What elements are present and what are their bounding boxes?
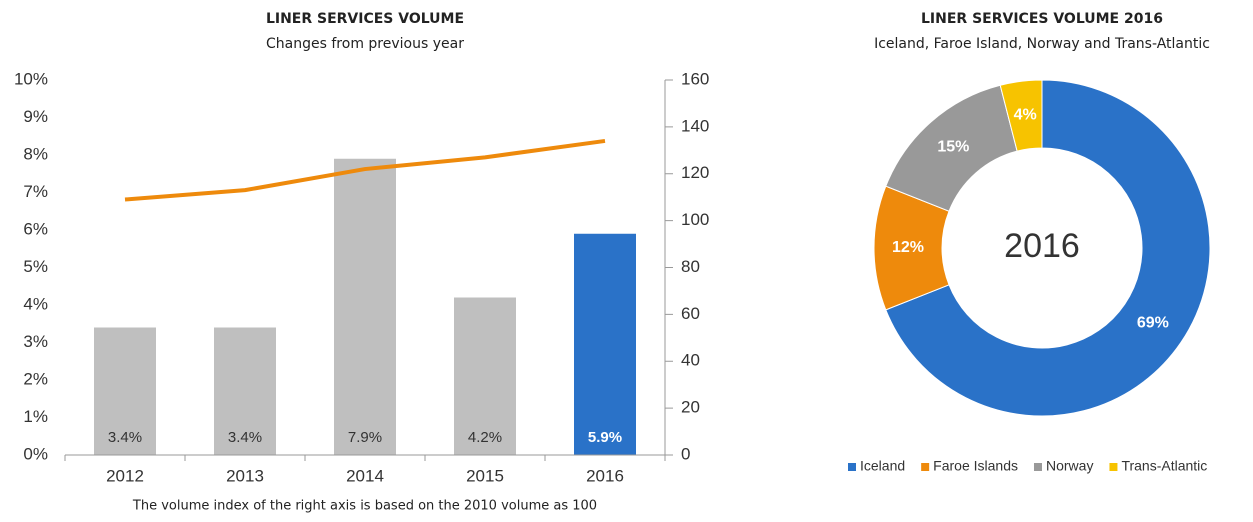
data-label: 4.2% [468, 429, 502, 446]
bar [574, 233, 636, 455]
data-label: 4% [1014, 106, 1037, 123]
donut-slice [999, 79, 1043, 152]
legend-label: Norway [1046, 458, 1093, 474]
bar [94, 327, 156, 455]
y2-tick-label: 60 [681, 304, 700, 323]
y-tick-label: 6% [23, 219, 48, 238]
data-label: 3.4% [108, 429, 142, 446]
y-tick-label: 9% [23, 107, 48, 126]
y2-tick-label: 100 [681, 210, 709, 229]
data-label: 15% [937, 139, 969, 156]
data-label: 12% [892, 239, 924, 256]
bar [214, 327, 276, 455]
data-label: 69% [1137, 315, 1169, 332]
chart-title: LINER SERVICES VOLUME [266, 11, 464, 27]
x-tick-label: 2014 [346, 466, 384, 485]
donut-slice [885, 79, 1211, 417]
legend-label: Iceland [860, 458, 905, 474]
data-label: 3.4% [228, 429, 262, 446]
y-tick-label: 7% [23, 182, 48, 201]
x-tick-label: 2013 [226, 466, 264, 485]
bar [334, 158, 396, 455]
legend-swatch [848, 463, 856, 471]
y-tick-label: 10% [14, 69, 48, 88]
y-tick-label: 0% [23, 444, 48, 463]
y-tick-label: 3% [23, 332, 48, 351]
y-tick-label: 8% [23, 144, 48, 163]
y2-tick-label: 20 [681, 398, 700, 417]
bar [454, 297, 516, 455]
y2-tick-label: 160 [681, 69, 709, 88]
chart-note: The volume index of the right axis is ba… [132, 499, 597, 514]
legend-label: Trans-Atlantic [1121, 458, 1207, 474]
chart-subtitle: Changes from previous year [266, 36, 464, 52]
y2-tick-label: 0 [681, 444, 690, 463]
chart-subtitle: Iceland, Faroe Island, Norway and Trans-… [874, 36, 1210, 52]
y2-tick-label: 140 [681, 116, 709, 135]
line [124, 138, 606, 202]
x-tick-label: 2015 [466, 466, 504, 485]
y-tick-label: 2% [23, 369, 48, 388]
y-tick-label: 1% [23, 407, 48, 426]
y2-tick-label: 40 [681, 351, 700, 370]
y2-tick-label: 80 [681, 257, 700, 276]
legend-swatch [1033, 463, 1042, 471]
legend-swatch [1109, 463, 1118, 471]
y-tick-label: 4% [23, 294, 48, 313]
data-label: 7.9% [348, 429, 382, 446]
center-label: 2016 [1004, 227, 1080, 265]
data-label: 5.9% [588, 429, 622, 446]
y-tick-label: 5% [23, 257, 48, 276]
legend-label: Faroe Islands [933, 458, 1018, 474]
x-tick-label: 2012 [106, 466, 144, 485]
x-tick-label: 2016 [586, 466, 624, 485]
chart-title: LINER SERVICES VOLUME 2016 [921, 11, 1163, 27]
legend-swatch [921, 463, 930, 471]
y2-tick-label: 120 [681, 163, 709, 182]
